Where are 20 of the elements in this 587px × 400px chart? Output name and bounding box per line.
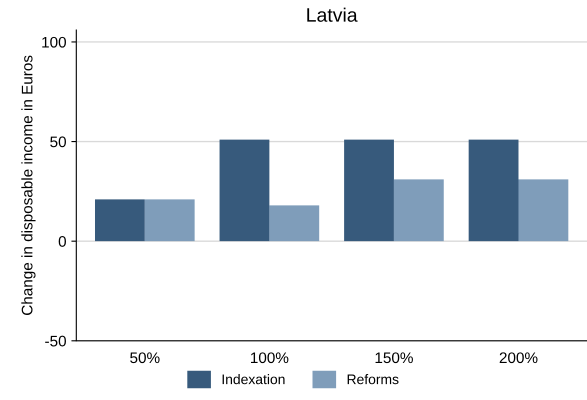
bar [94, 199, 145, 242]
y-axis-title: Change in disposable income in Euros [21, 56, 36, 315]
y-tick-label: -50 [45, 336, 66, 346]
y-tick-label: 50 [50, 136, 66, 148]
bar [518, 179, 568, 242]
bar [468, 140, 518, 242]
bar [344, 140, 394, 242]
x-tick-label: 200% [500, 352, 538, 364]
chart-title: Latvia [307, 8, 358, 22]
bar [394, 179, 444, 242]
bar [144, 199, 195, 242]
x-tick-label: 100% [251, 352, 288, 364]
y-tick-label: 100 [42, 36, 66, 48]
x-tick-label: 150% [376, 352, 413, 364]
x-tick-label: 50% [130, 352, 160, 364]
legend-label: Indexation [222, 374, 285, 384]
bar [269, 205, 320, 242]
y-tick-label: 0 [58, 236, 66, 247]
legend-label: Reforms [348, 374, 399, 384]
bar [220, 140, 270, 242]
